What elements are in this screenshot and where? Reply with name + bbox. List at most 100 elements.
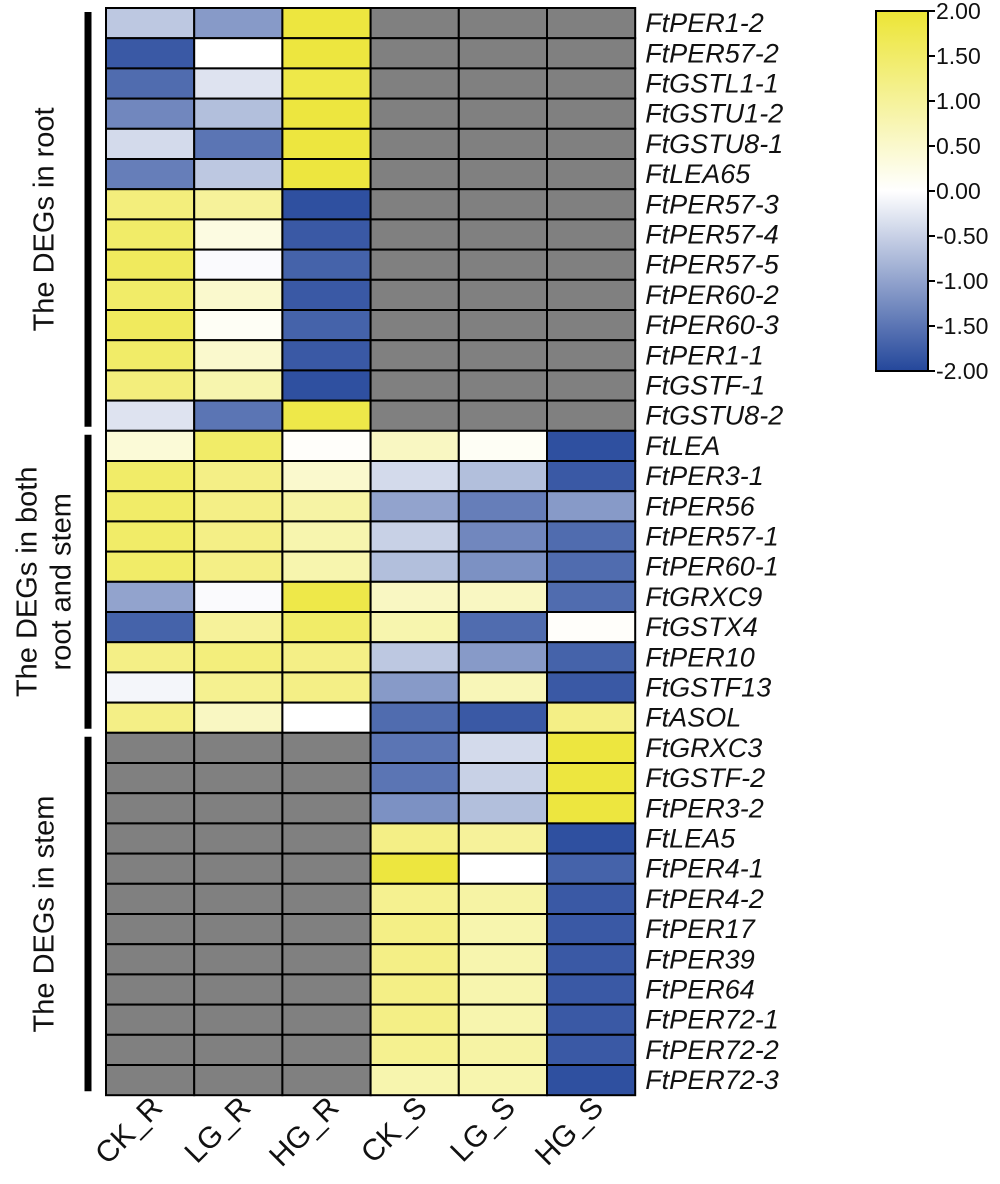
heatmap-cell xyxy=(193,127,284,161)
group-label: root and stem xyxy=(46,493,78,670)
colorbar-tick-label: 0.00 xyxy=(936,178,981,204)
heatmap-cell xyxy=(193,943,284,976)
heatmap-cell xyxy=(105,550,196,583)
heatmap-cell xyxy=(546,429,637,462)
gene-label: FtPER57-2 xyxy=(645,38,779,68)
heatmap-cell xyxy=(546,158,637,191)
heatmap-cell xyxy=(105,520,196,553)
heatmap-cell xyxy=(369,762,460,795)
heatmap-cell xyxy=(457,973,548,1006)
heatmap-cell xyxy=(193,671,284,704)
heatmap-cell xyxy=(193,460,284,493)
heatmap-cell xyxy=(546,1033,637,1067)
heatmap-cell xyxy=(193,7,284,40)
heatmap-cell xyxy=(369,701,460,734)
heatmap-cell xyxy=(281,882,372,915)
colorbar-tick-label: 1.50 xyxy=(936,43,981,69)
heatmap-cell xyxy=(369,97,460,130)
heatmap-cell xyxy=(546,490,637,523)
heatmap-cell xyxy=(546,852,637,885)
heatmap-cell xyxy=(105,701,196,734)
heatmap-cell xyxy=(546,671,637,704)
heatmap-cell xyxy=(281,460,372,493)
heatmap-cell xyxy=(281,218,372,251)
heatmap-cell xyxy=(193,611,284,644)
heatmap-cell xyxy=(193,188,284,221)
column-labels: CK_R LG_R HG_R CK_S LG_S HG_S xyxy=(89,1091,610,1173)
gene-label: FtPER1-2 xyxy=(645,8,764,38)
heatmap-cell xyxy=(546,67,637,100)
heatmap-cell xyxy=(193,701,284,734)
heatmap-cell xyxy=(369,520,460,553)
heatmap-cell xyxy=(369,490,460,523)
heatmap-cell xyxy=(546,973,637,1006)
heatmap-cell xyxy=(369,580,460,613)
heatmap-cell xyxy=(193,248,284,281)
column-label: HG_S xyxy=(529,1091,610,1172)
heatmap-cell xyxy=(281,550,372,583)
heatmap-cell xyxy=(193,731,284,764)
heatmap-cell xyxy=(369,973,460,1006)
heatmap-cell xyxy=(281,762,372,795)
heatmap-cell xyxy=(546,731,637,764)
gene-label: FtPER56 xyxy=(645,491,756,521)
heatmap-cell xyxy=(193,973,284,1006)
heatmap-cell xyxy=(281,792,372,825)
heatmap-cell xyxy=(193,309,284,342)
heatmap-cell xyxy=(546,520,637,553)
gene-label: FtGSTF-1 xyxy=(645,371,765,401)
heatmap-cell xyxy=(457,158,548,191)
heatmap-cell xyxy=(105,127,196,161)
gene-label: FtPER57-1 xyxy=(645,522,779,552)
heatmap-cell xyxy=(457,520,548,553)
heatmap-cell xyxy=(457,490,548,523)
heatmap-cell xyxy=(546,580,637,613)
heatmap-cell xyxy=(281,248,372,281)
heatmap-cell xyxy=(105,37,196,70)
heatmap-cell xyxy=(281,943,372,976)
heatmap-cell xyxy=(193,762,284,795)
heatmap-cell xyxy=(105,369,196,402)
gene-label: FtGSTL1-1 xyxy=(645,69,779,99)
heatmap-cell xyxy=(457,1064,548,1097)
colorbar-tick-label: 0.50 xyxy=(936,133,981,159)
heatmap-cell xyxy=(369,158,460,191)
heatmap-cell xyxy=(193,913,284,946)
heatmap-cell xyxy=(546,339,637,372)
heatmap-cell xyxy=(281,913,372,946)
column-label: CK_S xyxy=(355,1091,434,1170)
gene-label: FtLEA5 xyxy=(645,824,736,854)
heatmap-cell xyxy=(546,369,637,402)
gene-label: FtPER4-1 xyxy=(645,854,764,884)
heatmap-cell xyxy=(457,1003,548,1036)
heatmap-cell xyxy=(369,611,460,644)
gene-label: FtGRXC9 xyxy=(645,582,762,612)
heatmap-cell xyxy=(281,1033,372,1067)
colorbar-ticks: 2.00 1.50 1.00 0.50 0.00 -0.50 -1.00 -1.50 -2.00 xyxy=(928,0,988,384)
gene-label: FtPER3-1 xyxy=(645,461,764,491)
heatmap-cell xyxy=(546,399,637,432)
colorbar: 2.00 1.50 1.00 0.50 0.00 -0.50 -1.00 -1.50 -2.00 xyxy=(875,0,988,384)
heatmap-cell xyxy=(369,882,460,915)
heatmap-cell xyxy=(546,309,637,342)
heatmap-cell xyxy=(193,882,284,915)
gene-label: FtPER57-4 xyxy=(645,220,779,250)
heatmap-cell xyxy=(546,127,637,161)
heatmap-cell xyxy=(369,671,460,704)
heatmap-cell xyxy=(369,913,460,946)
heatmap-cell xyxy=(546,943,637,976)
heatmap-cell xyxy=(369,127,460,161)
gene-label: FtGSTX4 xyxy=(645,612,758,642)
heatmap-cell xyxy=(105,460,196,493)
heatmap-cell xyxy=(457,460,548,493)
heatmap-cell xyxy=(105,882,196,915)
heatmap-cell xyxy=(369,67,460,100)
heatmap-cell xyxy=(193,852,284,885)
colorbar-tick-label: -1.00 xyxy=(936,268,988,294)
heatmap-cell xyxy=(457,1033,548,1067)
heatmap-cell xyxy=(281,852,372,885)
column-label: LG_S xyxy=(444,1091,522,1169)
heatmap-cell xyxy=(105,822,196,855)
heatmap-cell xyxy=(546,550,637,583)
